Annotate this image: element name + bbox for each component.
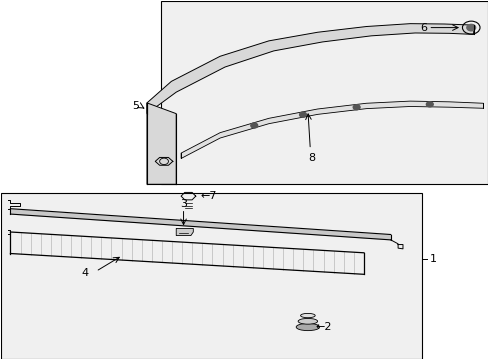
- Text: 6: 6: [420, 23, 427, 33]
- Polygon shape: [176, 228, 193, 235]
- Ellipse shape: [298, 319, 317, 324]
- Bar: [0, 193, 422, 359]
- Circle shape: [250, 123, 257, 128]
- Polygon shape: [147, 24, 473, 114]
- Circle shape: [426, 102, 432, 107]
- Circle shape: [299, 112, 306, 117]
- Text: 5: 5: [132, 102, 140, 112]
- Text: ←2: ←2: [315, 322, 331, 332]
- Polygon shape: [181, 101, 483, 158]
- Text: 8: 8: [307, 153, 314, 163]
- Ellipse shape: [300, 314, 315, 318]
- Polygon shape: [147, 103, 176, 184]
- Ellipse shape: [296, 323, 319, 330]
- Circle shape: [466, 24, 475, 31]
- Text: 1: 1: [429, 254, 436, 264]
- Bar: [160, 1, 488, 184]
- Text: 3: 3: [180, 199, 187, 209]
- Text: ←7: ←7: [200, 191, 217, 201]
- Text: 4: 4: [81, 268, 88, 278]
- Circle shape: [352, 105, 359, 110]
